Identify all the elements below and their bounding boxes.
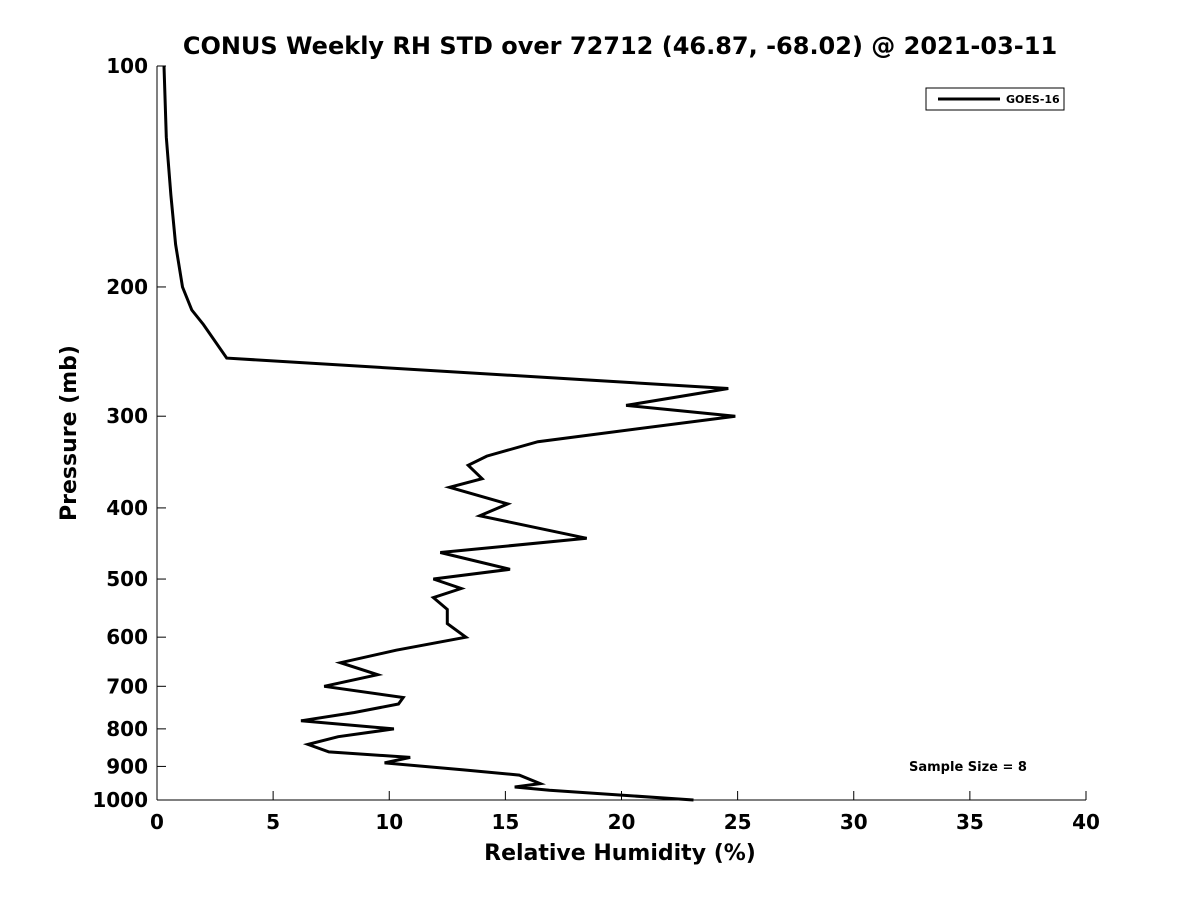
- legend: GOES-16: [925, 87, 1065, 111]
- y-tick-label: 700: [106, 674, 148, 698]
- y-tick-label: 900: [106, 754, 148, 778]
- x-tick-label: 15: [491, 810, 519, 834]
- y-tick-label: 800: [106, 717, 148, 741]
- y-ticks: 100 200 300 400 500 600 700 800 900 1000: [92, 54, 166, 812]
- y-tick-label: 300: [106, 404, 148, 428]
- sample-size-annotation: Sample Size = 8: [909, 760, 1027, 775]
- legend-entry-goes-16: GOES-16: [1006, 93, 1060, 106]
- chart-title: CONUS Weekly RH STD over 72712 (46.87, -…: [183, 32, 1057, 60]
- series-layer: [162, 65, 736, 802]
- x-tick-label: 25: [724, 810, 752, 834]
- x-tick-label: 20: [608, 810, 636, 834]
- y-tick-label: 200: [106, 275, 148, 299]
- y-tick-label: 1000: [92, 788, 148, 812]
- x-tick-label: 0: [150, 810, 164, 834]
- x-tick-label: 10: [375, 810, 403, 834]
- x-tick-label: 30: [840, 810, 868, 834]
- x-tick-label: 35: [956, 810, 984, 834]
- x-ticks: 0 5 10 15 20 25 30 35 40: [150, 791, 1100, 834]
- plot-area: 0 5 10 15 20 25 30 35 40 100 200 300 400 500 600 700 80…: [92, 54, 1100, 834]
- y-tick-label: 600: [106, 625, 148, 649]
- x-tick-label: 5: [266, 810, 280, 834]
- x-axis-label: Relative Humidity (%): [484, 841, 756, 866]
- y-tick-label: 100: [106, 54, 148, 78]
- x-tick-label: 40: [1072, 810, 1100, 834]
- y-tick-label: 400: [106, 496, 148, 520]
- y-axis-label: Pressure (mb): [57, 345, 82, 521]
- series-line-goes-16: [162, 65, 736, 802]
- y-tick-label: 500: [106, 567, 148, 591]
